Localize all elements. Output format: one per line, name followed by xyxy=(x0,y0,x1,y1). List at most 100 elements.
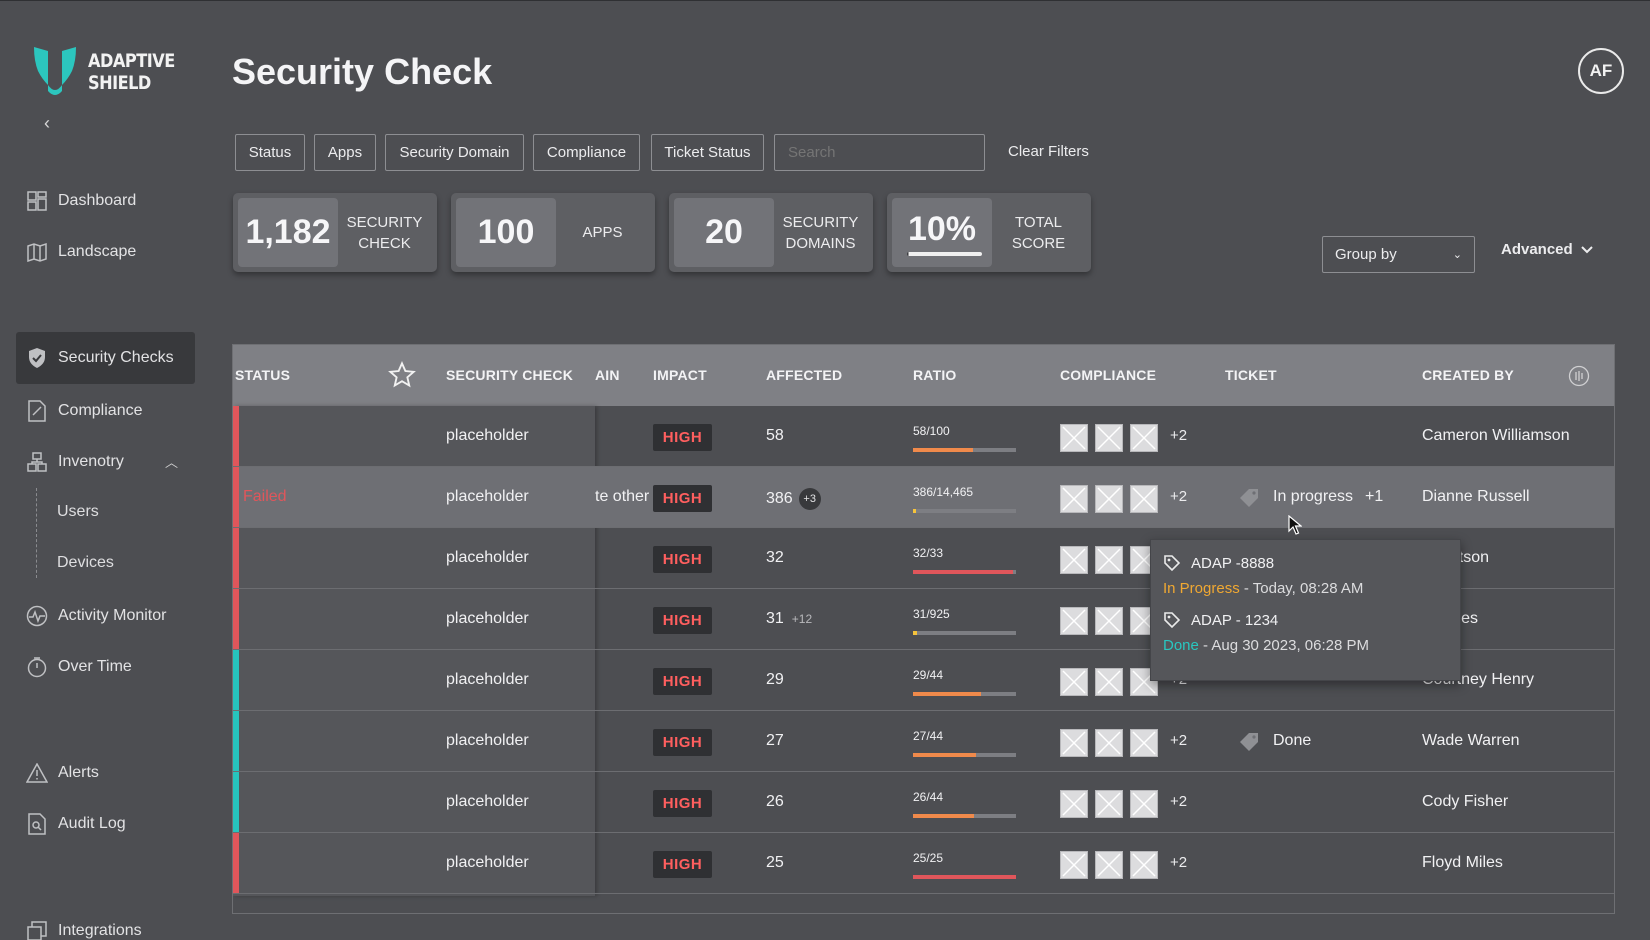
chevron-up-icon[interactable]: ︿ xyxy=(165,455,179,470)
collapse-sidebar-button[interactable]: ‹ xyxy=(44,113,50,133)
star-icon[interactable] xyxy=(388,361,416,389)
affected-more-chip[interactable]: +3 xyxy=(798,488,821,510)
ticket-status[interactable]: In progress +1 xyxy=(1273,488,1383,506)
table-row[interactable]: placeholder HIGH 26 26/44 +2 Cody Fisher xyxy=(233,772,1614,833)
security-check-name[interactable]: placeholder xyxy=(446,610,529,627)
compliance-framework-icon[interactable] xyxy=(1095,424,1123,452)
compliance-framework-icon[interactable] xyxy=(1095,790,1123,818)
compliance-framework-icon[interactable] xyxy=(1060,546,1088,574)
affected-count: 26 xyxy=(766,793,784,811)
compliance-framework-icon[interactable] xyxy=(1095,668,1123,696)
column-header-impact[interactable]: Impact xyxy=(653,367,707,383)
sidebar-item-activity-monitor[interactable]: Activity Monitor xyxy=(16,590,195,642)
table-row[interactable]: Failed placeholder te other HIGH 386 +3 386/14… xyxy=(233,467,1614,528)
filter-compliance-button[interactable]: Compliance xyxy=(533,134,640,171)
sidebar-item-landscape[interactable]: Landscape xyxy=(16,226,195,278)
ticket-more[interactable]: +1 xyxy=(1365,488,1384,505)
horizontal-scrollbar[interactable] xyxy=(233,901,1614,913)
column-header-status[interactable]: Status xyxy=(235,367,291,383)
compliance-framework-icon[interactable] xyxy=(1130,424,1158,452)
sidebar-item-inventory[interactable]: Invenotry xyxy=(16,436,195,488)
security-check-name[interactable]: placeholder xyxy=(446,671,529,688)
column-header-security-check[interactable]: Security Check xyxy=(446,367,574,383)
advanced-label: Advanced xyxy=(1501,241,1573,258)
sidebar-subitem-devices[interactable]: Devices xyxy=(57,554,114,571)
ticket-status-text: Done xyxy=(1163,637,1199,654)
filter-apps-button[interactable]: Apps xyxy=(314,134,376,171)
sidebar-item-over-time[interactable]: Over Time xyxy=(16,641,195,693)
compliance-framework-icon[interactable] xyxy=(1095,729,1123,757)
compliance-framework-icon[interactable] xyxy=(1060,790,1088,818)
security-check-name[interactable]: placeholder xyxy=(446,549,529,566)
filter-security-domain-button[interactable]: Security Domain xyxy=(385,134,524,171)
compliance-framework-icon[interactable] xyxy=(1060,729,1088,757)
compliance-more[interactable]: +2 xyxy=(1170,854,1188,871)
compliance-more[interactable]: +2 xyxy=(1170,793,1188,810)
compliance-framework-icon[interactable] xyxy=(1060,668,1088,696)
compliance-framework-icon[interactable] xyxy=(1095,485,1123,513)
compliance-framework-icon[interactable] xyxy=(1095,546,1123,574)
security-check-name[interactable]: placeholder xyxy=(446,732,529,749)
column-header-affected[interactable]: Affected xyxy=(766,367,843,383)
sidebar-item-compliance[interactable]: Compliance xyxy=(16,385,195,437)
table-row[interactable]: placeholder HIGH 58 58/100 +2 Cameron William… xyxy=(233,406,1614,467)
filter-ticket-status-button[interactable]: Ticket Status xyxy=(651,134,764,171)
search-input[interactable] xyxy=(774,134,985,171)
sidebar-subitem-users[interactable]: Users xyxy=(57,503,99,520)
filter-status-button[interactable]: Status xyxy=(235,134,305,171)
sidebar-item-integrations[interactable]: Integrations xyxy=(16,905,195,940)
advanced-button[interactable]: Advanced xyxy=(1501,241,1593,258)
ratio-text: 25/25 xyxy=(913,851,944,865)
compliance-more[interactable]: +2 xyxy=(1170,488,1188,505)
tooltip-ticket-id[interactable]: ADAP -8888 xyxy=(1191,554,1275,572)
adaptive-shield-logo[interactable]: ADAPTIVE SHIELD xyxy=(32,45,190,99)
compliance-framework-icon[interactable] xyxy=(1060,607,1088,635)
table-row[interactable]: placeholder HIGH 25 25/25 +2 Floyd Miles xyxy=(233,833,1614,894)
security-check-name[interactable]: placeholder xyxy=(446,793,529,810)
group-by-label: Group by xyxy=(1335,246,1397,263)
avatar[interactable]: AF xyxy=(1578,48,1624,94)
compliance-framework-icon[interactable] xyxy=(1130,790,1158,818)
compliance-framework-icon[interactable] xyxy=(1095,851,1123,879)
column-header-ticket[interactable]: Ticket xyxy=(1225,367,1277,383)
clear-filters-button[interactable]: Clear Filters xyxy=(1008,143,1089,160)
sidebar-item-alerts[interactable]: Alerts xyxy=(16,747,195,799)
compliance-framework-icon[interactable] xyxy=(1130,668,1158,696)
shield-icon xyxy=(26,347,48,369)
sidebar-item-dashboard[interactable]: Dashboard xyxy=(16,175,195,227)
affected-more: +12 xyxy=(791,612,813,626)
ratio-bar xyxy=(913,692,1016,696)
ticket-status[interactable]: Done xyxy=(1273,732,1311,750)
tag-icon xyxy=(1240,489,1258,507)
column-header-ratio[interactable]: Ratio xyxy=(913,367,957,383)
column-header-created-by[interactable]: Created By xyxy=(1422,367,1514,383)
security-check-name[interactable]: placeholder xyxy=(446,427,529,444)
impact-badge: HIGH xyxy=(653,668,712,695)
sidebar-item-audit-log[interactable]: Audit Log xyxy=(16,798,195,850)
group-by-select[interactable]: Group by ⌄ xyxy=(1322,236,1475,273)
compliance-framework-icon[interactable] xyxy=(1060,851,1088,879)
column-settings-icon[interactable] xyxy=(1568,365,1590,387)
table-row[interactable]: placeholder HIGH 27 27/44 +2 Done Wade Warren xyxy=(233,711,1614,772)
compliance-framework-icon[interactable] xyxy=(1130,485,1158,513)
compliance-framework-icon[interactable] xyxy=(1060,485,1088,513)
compliance-framework-icon[interactable] xyxy=(1060,424,1088,452)
tooltip-ticket-id[interactable]: ADAP - 1234 xyxy=(1191,611,1279,629)
compliance-framework-icon[interactable] xyxy=(1130,851,1158,879)
column-header-compliance[interactable]: Compliance xyxy=(1060,367,1157,383)
sidebar-item-security-checks[interactable]: Security Checks xyxy=(16,332,195,384)
stat-value: 10% xyxy=(907,210,977,248)
logo-text: ADAPTIVE SHIELD xyxy=(88,50,175,94)
compliance-more[interactable]: +2 xyxy=(1170,427,1188,444)
column-header-domain[interactable]: ain xyxy=(595,367,620,383)
status-strip xyxy=(233,589,239,649)
security-check-name[interactable]: placeholder xyxy=(446,854,529,871)
stopwatch-icon xyxy=(26,656,48,678)
compliance-more[interactable]: +2 xyxy=(1170,732,1188,749)
compliance-framework-icon[interactable] xyxy=(1130,729,1158,757)
compliance-framework-icon[interactable] xyxy=(1095,607,1123,635)
security-check-name[interactable]: placeholder xyxy=(446,488,529,505)
